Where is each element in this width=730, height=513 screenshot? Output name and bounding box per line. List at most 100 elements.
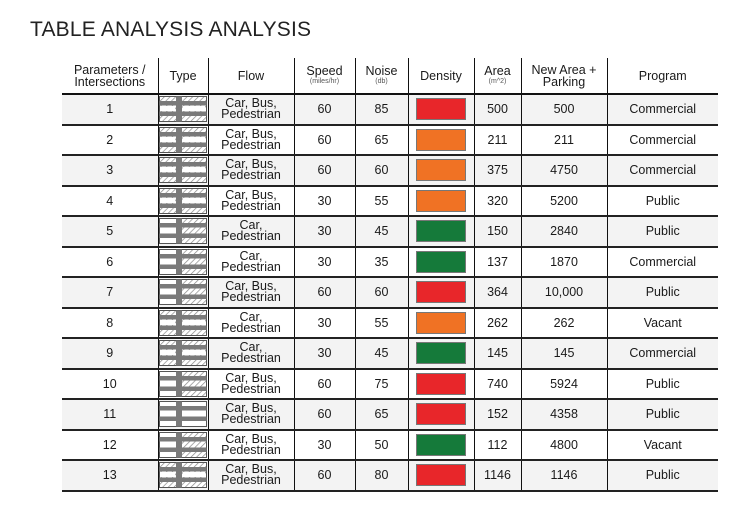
area-cell: 740 [473, 368, 521, 400]
new-area-cell: 4800 [520, 429, 607, 461]
intersection-icon [159, 309, 208, 336]
header-new-area: New Area + Parking [520, 58, 607, 95]
density-cell [407, 368, 474, 400]
flow-line-2: Pedestrian [221, 351, 281, 366]
intersection-id: 13 [62, 460, 158, 492]
flow-cell: Car, Pedestrian [207, 338, 294, 370]
new-area-cell: 211 [520, 124, 607, 156]
speed-cell: 60 [293, 155, 355, 187]
noise-cell: 80 [354, 460, 408, 492]
table-row: 6 Car, Pedestrian 30 35 137 1870 Commercial [62, 246, 718, 278]
density-swatch [416, 372, 466, 395]
flow-line-2: Pedestrian [221, 229, 281, 244]
flow-line-2: Pedestrian [221, 137, 281, 152]
type-cell [157, 399, 208, 431]
new-area-cell: 262 [520, 307, 607, 339]
intersection-id: 2 [62, 124, 158, 156]
flow-cell: Car, Pedestrian [207, 307, 294, 339]
flow-line-1: Car, [239, 309, 263, 324]
new-area-cell: 1870 [520, 246, 607, 278]
flow-line-1: Car, Bus, [225, 462, 277, 477]
noise-cell: 85 [354, 94, 408, 126]
program-cell: Commercial [606, 338, 718, 370]
table-row: 10 Car, Bus, Pedestrian 60 75 740 5924 Public [62, 368, 718, 400]
density-swatch [416, 98, 466, 121]
flow-cell: Car, Bus, Pedestrian [207, 94, 294, 126]
header-speed-label: Speed [306, 64, 343, 78]
intersection-id: 6 [62, 246, 158, 278]
area-cell: 364 [473, 277, 521, 309]
analysis-table: Parameters / Intersections Type Flow Spe… [62, 58, 718, 492]
type-cell [157, 338, 208, 370]
noise-cell: 55 [354, 185, 408, 217]
intersection-id: 5 [62, 216, 158, 248]
intersection-icon [159, 157, 208, 184]
noise-cell: 60 [354, 277, 408, 309]
flow-line-2: Pedestrian [221, 168, 281, 183]
flow-line-1: Car, Bus, [225, 279, 277, 294]
new-area-cell: 4750 [520, 155, 607, 187]
program-cell: Commercial [606, 124, 718, 156]
flow-line-1: Car, Bus, [225, 431, 277, 446]
table-row: 13 Car, Bus, Pedestrian 60 80 1146 1146 Public [62, 460, 718, 492]
flow-line-2: Pedestrian [221, 198, 281, 213]
speed-cell: 60 [293, 460, 355, 492]
area-cell: 137 [473, 246, 521, 278]
flow-cell: Car, Bus, Pedestrian [207, 185, 294, 217]
header-noise-label: Noise [365, 64, 398, 78]
flow-cell: Car, Bus, Pedestrian [207, 429, 294, 461]
table-row: 7 Car, Bus, Pedestrian 60 60 364 10,000 Public [62, 277, 718, 309]
area-cell: 211 [473, 124, 521, 156]
density-cell [407, 246, 474, 278]
new-area-cell: 2840 [520, 216, 607, 248]
table-row: 5 Car, Pedestrian 30 45 150 2840 Public [62, 216, 718, 248]
header-area-label: Area [484, 64, 511, 78]
flow-line-2: Pedestrian [221, 473, 281, 488]
intersection-icon [159, 279, 208, 306]
type-cell [157, 94, 208, 126]
type-cell [157, 216, 208, 248]
header-speed: Speed (miles/hr) [293, 58, 355, 95]
table-row: 2 Car, Bus, Pedestrian 60 65 211 211 Commercial [62, 124, 718, 156]
speed-cell: 60 [293, 124, 355, 156]
speed-cell: 30 [293, 338, 355, 370]
intersection-icon [159, 96, 208, 123]
area-cell: 112 [473, 429, 521, 461]
table-row: 3 Car, Bus, Pedestrian 60 60 375 4750 Commercia… [62, 155, 718, 187]
density-cell [407, 277, 474, 309]
intersection-icon [159, 126, 208, 153]
program-cell: Commercial [606, 94, 718, 126]
speed-cell: 60 [293, 399, 355, 431]
program-cell: Public [606, 277, 718, 309]
intersection-id: 1 [62, 94, 158, 126]
table-row: 11 Car, Bus, Pedestrian 60 65 152 4358 Public [62, 399, 718, 431]
flow-line-1: Car, Bus, [225, 96, 277, 111]
intersection-id: 12 [62, 429, 158, 461]
flow-line-1: Car, Bus, [225, 157, 277, 172]
area-cell: 320 [473, 185, 521, 217]
page-title: TABLE ANALYSIS ANALYSIS [30, 18, 312, 41]
noise-cell: 45 [354, 216, 408, 248]
intersection-icon [159, 431, 208, 458]
new-area-cell: 10,000 [520, 277, 607, 309]
header-speed-unit: (miles/hr) [309, 78, 340, 85]
density-cell [407, 94, 474, 126]
flow-cell: Car, Bus, Pedestrian [207, 368, 294, 400]
density-swatch [416, 433, 466, 456]
density-swatch [416, 342, 466, 365]
type-cell [157, 277, 208, 309]
density-cell [407, 216, 474, 248]
flow-line-1: Car, [239, 218, 263, 233]
density-swatch [416, 403, 466, 426]
header-type: Type [157, 58, 208, 95]
intersection-id: 4 [62, 185, 158, 217]
density-swatch [416, 281, 466, 304]
noise-cell: 50 [354, 429, 408, 461]
header-program: Program [606, 58, 718, 95]
noise-cell: 75 [354, 368, 408, 400]
flow-line-2: Pedestrian [221, 259, 281, 274]
program-cell: Commercial [606, 246, 718, 278]
noise-cell: 35 [354, 246, 408, 278]
speed-cell: 30 [293, 246, 355, 278]
flow-line-2: Pedestrian [221, 381, 281, 396]
